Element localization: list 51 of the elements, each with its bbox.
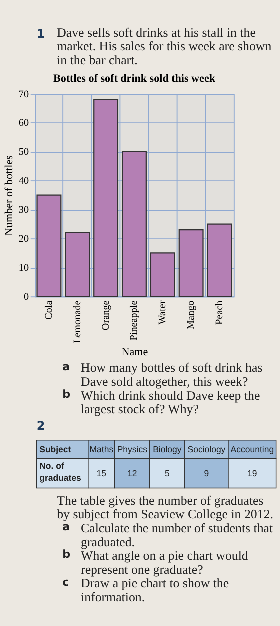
text: How many bottles of soft drink has Dave sold altogether, this week? bbox=[81, 361, 263, 389]
text: b bbox=[62, 388, 71, 401]
x-axis-title: Name bbox=[122, 346, 148, 359]
data-label: 9 bbox=[204, 468, 210, 478]
x-tick-label: Water bbox=[158, 300, 169, 325]
bar bbox=[36, 194, 62, 298]
text: a bbox=[62, 520, 70, 534]
bar bbox=[150, 252, 176, 298]
x-tick-label: Pineapple bbox=[129, 300, 140, 341]
text: a bbox=[62, 360, 70, 374]
y-tick-label: 20 bbox=[18, 234, 30, 245]
x-tick-label: Orange bbox=[100, 300, 112, 331]
chart-title: Bottles of soft drink sold this week bbox=[53, 73, 216, 86]
bar bbox=[122, 151, 147, 298]
data-label: 15 bbox=[96, 468, 107, 478]
x-tick-label: Peach bbox=[214, 300, 226, 325]
y-tick-label: 40 bbox=[18, 176, 30, 188]
y-tick-label: 30 bbox=[18, 205, 30, 216]
x-tick-label: Mango bbox=[186, 300, 198, 330]
text: No. of graduates bbox=[40, 460, 82, 483]
bar bbox=[65, 232, 90, 298]
text: b bbox=[62, 548, 71, 562]
bar bbox=[178, 230, 204, 298]
x-tick-label: Cola bbox=[44, 300, 55, 320]
y-tick-label: 60 bbox=[18, 118, 30, 130]
x-tick-label: Lemonade bbox=[72, 300, 84, 344]
y-axis-title: Number of bottles bbox=[3, 156, 16, 236]
text: What angle on a pie chart would represent one graduate? bbox=[81, 549, 249, 577]
category-label: Sociology bbox=[188, 444, 226, 454]
data-label: 12 bbox=[128, 468, 138, 478]
y-tick-label: 70 bbox=[18, 89, 30, 100]
category-label: Maths bbox=[90, 444, 114, 454]
bar bbox=[94, 99, 119, 298]
y-tick-label: 50 bbox=[18, 147, 30, 158]
text: 2 bbox=[36, 419, 46, 434]
category-label: Biology bbox=[153, 444, 182, 454]
text: Dave sells soft drinks at his stall in the market. His sales for this week are shown in the bar chart. bbox=[57, 26, 272, 68]
y-tick-label: 0 bbox=[24, 292, 30, 303]
data-label: 19 bbox=[248, 468, 258, 478]
y-tick-label: 10 bbox=[18, 262, 30, 274]
text: Calculate the number of students that graduated. bbox=[81, 521, 274, 550]
category-label: Physics bbox=[117, 444, 148, 454]
category-label: Accounting bbox=[230, 444, 274, 454]
text: The table gives the number of graduates by subject from Seaview College in 2012. bbox=[57, 494, 274, 522]
text: 1 bbox=[36, 26, 46, 41]
text: Subject bbox=[40, 444, 72, 454]
data-label: 5 bbox=[164, 468, 170, 478]
bar bbox=[207, 224, 232, 298]
text: Which drink should Dave keep the largest stock of? Why? bbox=[81, 388, 260, 417]
text: c bbox=[62, 576, 70, 589]
text: Draw a pie chart to show the information. bbox=[81, 576, 230, 605]
